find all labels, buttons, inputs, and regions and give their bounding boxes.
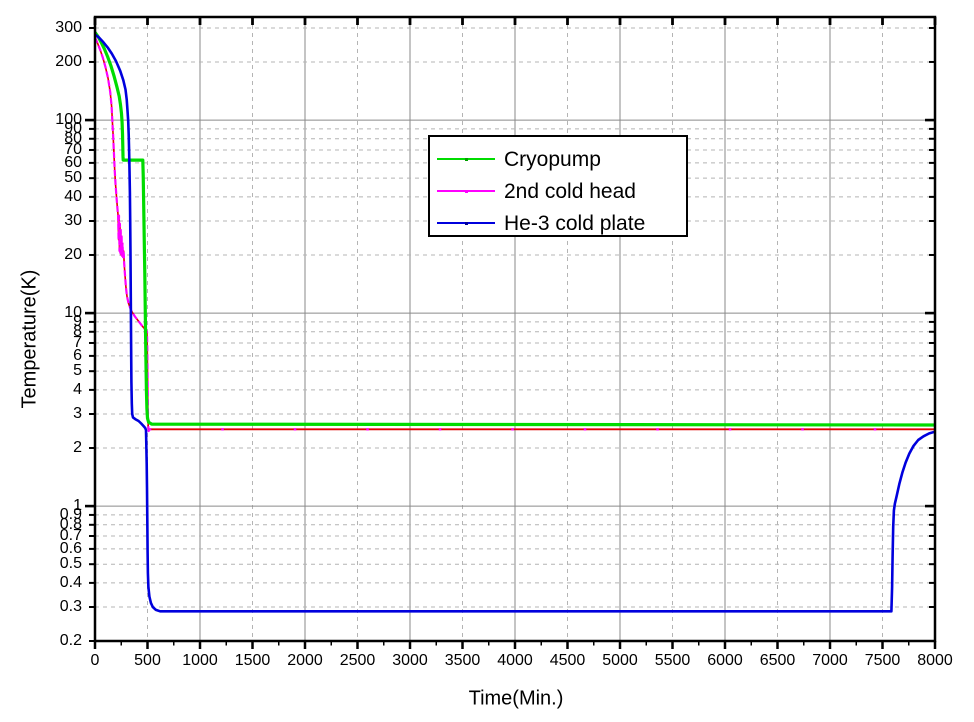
second-cold-head-line-swatch [437, 189, 495, 193]
x-tick-label: 3000 [392, 652, 428, 669]
y-tick-label: 200 [55, 52, 82, 70]
y-tick-label: 70 [64, 140, 82, 158]
x-tick-label: 3500 [444, 652, 481, 669]
x-tick-label: 6500 [759, 652, 796, 669]
cryopump-line-swatch [437, 157, 495, 161]
y-tick-label: 0.4 [59, 573, 82, 591]
x-tick-label: 1000 [182, 652, 218, 669]
y-tick-label: 5 [73, 362, 82, 380]
y-tick-label: 1 [73, 497, 82, 515]
series-he-3-cold-plate [95, 33, 935, 613]
y-tick-label: 6 [73, 346, 82, 364]
y-tick-label: 0.5 [59, 555, 82, 573]
y-tick-label: 0.2 [59, 632, 82, 649]
x-tick-label: 7000 [812, 652, 848, 669]
x-tick-label: 1500 [234, 652, 271, 669]
y-tick-label: 7 [73, 333, 82, 351]
y-axis-title: Temperature(K) [18, 269, 41, 409]
legend-label: He-3 cold plate [504, 211, 646, 235]
legend-item-he3-cold-plate: He-3 cold plate [430, 207, 686, 239]
y-tick-label: 30 [64, 211, 82, 229]
y-tick-label: 4 [73, 380, 82, 398]
y-tick-label: 8 [73, 322, 82, 340]
grid-layer [95, 17, 935, 641]
y-tick-label: 0.8 [59, 515, 82, 533]
y-tick-label: 3 [73, 405, 82, 422]
legend-box: Cryopump 2nd cold head He-3 cold plate [428, 135, 688, 237]
y-tick-label: 20 [64, 245, 82, 263]
x-tick-label: 2000 [287, 652, 323, 669]
series-layer [95, 31, 935, 613]
y-tick-label: 80 [64, 129, 82, 147]
x-tick-label: 7500 [864, 652, 901, 669]
x-tick-label: 5500 [654, 652, 691, 669]
x-axis-title: Time(Min.) [468, 687, 564, 710]
y-tick-label: 0.7 [59, 526, 82, 544]
he3-cold-plate-line-swatch [437, 221, 495, 225]
legend-item-cryopump: Cryopump [430, 143, 686, 175]
x-tick-label: 4000 [497, 652, 533, 669]
y-tick-label: 40 [64, 187, 82, 205]
tick-marks-layer [85, 17, 937, 649]
y-tick-label: 10 [64, 304, 82, 322]
y-tick-label: 50 [64, 169, 82, 187]
x-tick-label: 2500 [339, 652, 376, 669]
y-tick-label: 0.6 [59, 539, 82, 557]
y-tick-label: 60 [64, 153, 82, 171]
x-tick-label: 6000 [707, 652, 743, 669]
legend-label: 2nd cold head [504, 179, 636, 203]
series-cryopump [95, 31, 935, 427]
x-tick-label: 4500 [549, 652, 586, 669]
y-tick-label: 2 [73, 438, 82, 456]
x-tick-label: 0 [90, 652, 100, 669]
legend-item-2nd-cold-head: 2nd cold head [430, 175, 686, 207]
x-tick-label: 8000 [917, 652, 953, 669]
y-tick-label: 100 [55, 111, 82, 129]
y-tick-label: 0.9 [59, 505, 82, 523]
x-tick-label: 5000 [602, 652, 638, 669]
y-tick-label: 0.3 [59, 598, 82, 615]
y-tick-label: 300 [55, 18, 82, 36]
y-tick-label: 9 [73, 312, 82, 330]
y-tick-label: 90 [64, 119, 82, 137]
x-tick-label: 500 [134, 652, 161, 669]
legend-label: Cryopump [504, 147, 601, 171]
